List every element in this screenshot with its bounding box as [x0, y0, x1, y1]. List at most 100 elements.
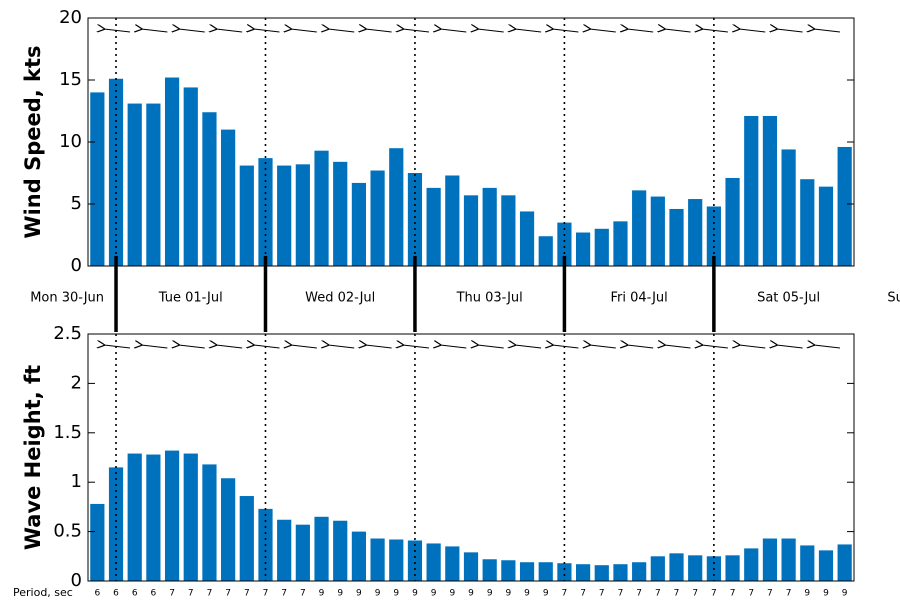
bar [538, 562, 553, 581]
period-value: 7 [655, 589, 661, 599]
direction-arrow [403, 29, 430, 32]
bar [482, 559, 497, 581]
period-value: 6 [151, 589, 157, 599]
bar [837, 544, 852, 581]
day-label: Fri 04-Jul [611, 291, 668, 306]
period-value: 9 [823, 589, 829, 599]
period-value: 9 [842, 589, 848, 599]
period-value: 9 [412, 589, 418, 599]
bar [407, 173, 423, 266]
period-value: 9 [468, 589, 474, 599]
period-value: 7 [636, 589, 642, 599]
bar [800, 179, 815, 266]
period-value: 9 [431, 589, 437, 599]
bar [333, 520, 348, 581]
period-value: 6 [94, 589, 100, 599]
bar [837, 146, 852, 266]
period-value: 7 [674, 589, 680, 599]
bar [426, 543, 441, 581]
bar [613, 221, 628, 266]
day-label: Wed 02-Jul [305, 291, 375, 306]
direction-arrow [104, 345, 131, 348]
y-axis-label: Wind Speed, kts [21, 45, 45, 238]
period-value: 7 [767, 589, 773, 599]
period-value: 9 [524, 589, 530, 599]
bar [669, 208, 684, 266]
direction-arrow [627, 29, 654, 32]
direction-arrow [627, 345, 654, 348]
direction-arrow [478, 29, 504, 32]
direction-arrow [739, 345, 766, 348]
bar [557, 563, 572, 581]
direction-arrow [328, 345, 355, 348]
direction-arrow [665, 345, 691, 348]
bar [463, 552, 479, 581]
y-tick-label: 0 [71, 255, 82, 276]
y-tick-label: 20 [59, 7, 82, 28]
period-value: 7 [207, 589, 213, 599]
bar [108, 467, 124, 581]
bar [445, 175, 460, 266]
y-tick-label: 5 [71, 193, 82, 214]
bar [164, 450, 180, 581]
direction-arrow [253, 29, 280, 32]
period-value: 9 [319, 589, 325, 599]
bar [146, 454, 161, 581]
bar [688, 555, 703, 581]
direction-arrow [552, 29, 579, 32]
direction-arrow [777, 29, 803, 32]
direction-arrow [814, 29, 841, 32]
bar [706, 206, 721, 266]
bar [239, 165, 254, 266]
direction-arrow [216, 345, 243, 348]
period-value: 7 [692, 589, 698, 599]
direction-arrow [515, 29, 542, 32]
bar [762, 538, 778, 581]
day-label: Thu 03-Jul [456, 291, 523, 306]
direction-arrow [328, 29, 355, 32]
bar [744, 548, 759, 581]
bar [800, 545, 815, 581]
y-tick-label: 1 [71, 471, 82, 492]
bar [314, 150, 329, 266]
bar [351, 531, 367, 581]
period-value: 7 [300, 589, 306, 599]
direction-arrow [440, 345, 467, 348]
day-label: Tue 01-Jul [158, 291, 223, 306]
period-value: 9 [543, 589, 549, 599]
period-value: 7 [599, 589, 605, 599]
bar [445, 546, 460, 581]
bar [127, 453, 142, 581]
bar [632, 562, 647, 581]
period-value: 9 [804, 589, 810, 599]
bar [295, 524, 310, 581]
bar [762, 115, 778, 267]
period-value: 7 [188, 589, 194, 599]
direction-arrow [590, 29, 616, 32]
period-value: 7 [748, 589, 754, 599]
bar [519, 211, 535, 266]
period-value: 7 [618, 589, 624, 599]
bar [183, 453, 198, 581]
bar [594, 228, 609, 266]
period-value: 7 [244, 589, 250, 599]
bar [519, 562, 535, 581]
direction-arrow [104, 29, 131, 32]
direction-arrow [552, 345, 579, 348]
direction-arrow [403, 345, 430, 348]
direction-arrow [702, 345, 728, 348]
direction-arrow [440, 29, 467, 32]
period-value: 7 [562, 589, 568, 599]
y-tick-label: 2 [71, 372, 82, 393]
direction-arrow [179, 345, 205, 348]
bar [90, 503, 105, 581]
bar [295, 164, 310, 266]
y-tick-label: 0.5 [53, 521, 82, 542]
direction-arrow [366, 29, 392, 32]
bar [781, 149, 796, 266]
bar [557, 222, 572, 266]
bar [688, 199, 703, 266]
period-value: 6 [132, 589, 138, 599]
bar [351, 182, 367, 266]
